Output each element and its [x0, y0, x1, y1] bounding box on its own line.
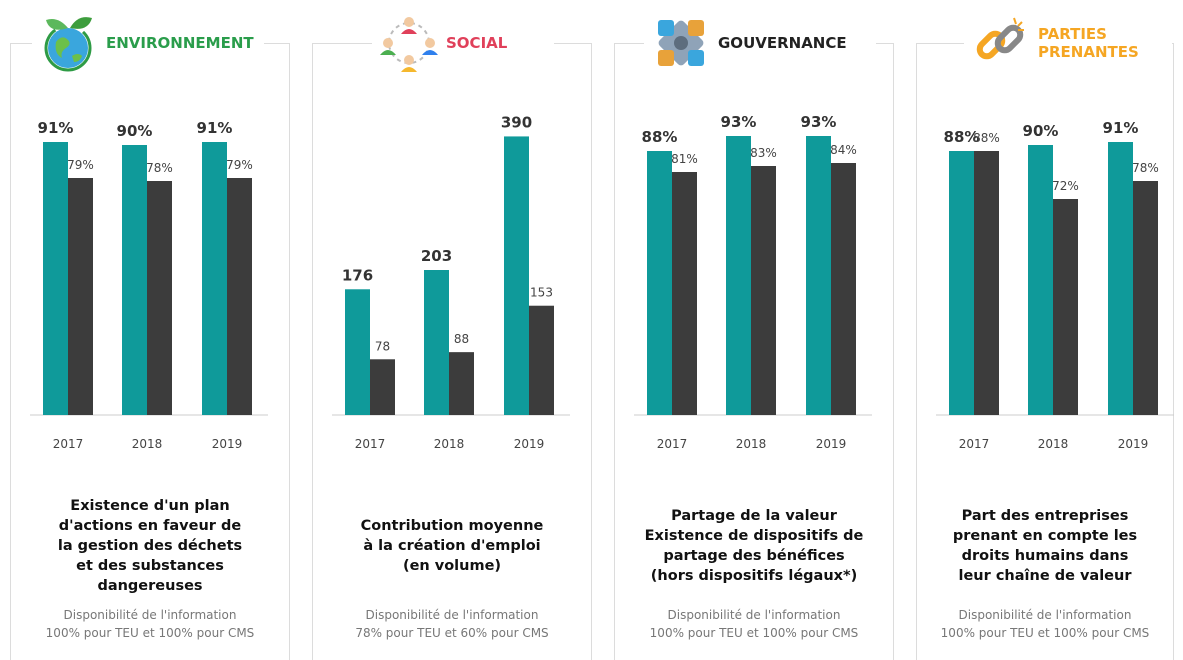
- bar-series-1: [43, 142, 68, 415]
- bar-series-2: [449, 352, 474, 415]
- data-label-series-2: 78%: [146, 161, 173, 175]
- bar-series-1: [806, 136, 831, 415]
- data-label-series-2: 84%: [830, 143, 857, 157]
- data-label-series-2: 88%: [973, 131, 1000, 145]
- panel-description: Partage de la valeur Existence de dispos…: [644, 508, 864, 584]
- data-label-series-1: 88%: [642, 128, 678, 146]
- data-label-series-2: 83%: [750, 146, 777, 160]
- availability-note: Disponibilité de l'information 100% pour…: [916, 606, 1174, 642]
- bar-series-1: [345, 289, 370, 415]
- bar-series-2: [831, 163, 856, 415]
- bar-series-1: [1108, 142, 1133, 415]
- x-tick-label: 2018: [132, 437, 163, 451]
- x-tick-label: 2019: [212, 437, 243, 451]
- data-label-series-2: 79%: [67, 158, 94, 172]
- availability-title: Disponibilité de l'information: [63, 608, 237, 622]
- availability-detail: 100% pour TEU et 100% pour CMS: [649, 626, 859, 640]
- bar-series-2: [1133, 181, 1158, 415]
- bar-series-2: [529, 305, 554, 415]
- x-tick-label: 2017: [53, 437, 84, 451]
- bar-series-2: [1053, 199, 1078, 415]
- bar-series-2: [672, 172, 697, 415]
- panel-description: Contribution moyenne à la création d'emp…: [360, 518, 544, 574]
- availability-title: Disponibilité de l'information: [958, 608, 1132, 622]
- panel-description: Existence d'un plan d'actions en faveur …: [57, 498, 243, 594]
- data-label-series-1: 91%: [197, 119, 233, 137]
- panel-title: GOUVERNANCE: [718, 34, 847, 52]
- panel-title: PARTIES PRENANTES: [1038, 25, 1139, 61]
- x-tick-label: 2018: [736, 437, 767, 451]
- availability-note: Disponibilité de l'information 100% pour…: [614, 606, 894, 642]
- x-tick-label: 2018: [1038, 437, 1069, 451]
- bar-series-1: [726, 136, 751, 415]
- panel-title: SOCIAL: [446, 34, 508, 52]
- data-label-series-1: 390: [501, 113, 532, 131]
- bar-series-2: [147, 181, 172, 415]
- data-label-series-2: 78%: [1132, 161, 1159, 175]
- availability-detail: 78% pour TEU et 60% pour CMS: [355, 626, 549, 640]
- data-label-series-2: 79%: [226, 158, 253, 172]
- bar-series-2: [68, 178, 93, 415]
- availability-note: Disponibilité de l'information 100% pour…: [10, 606, 290, 642]
- x-tick-label: 2017: [657, 437, 688, 451]
- data-label-series-1: 203: [421, 247, 452, 265]
- data-label-series-2: 72%: [1052, 179, 1079, 193]
- bar-series-1: [202, 142, 227, 415]
- x-tick-label: 2019: [514, 437, 545, 451]
- panel-header: PARTIES PRENANTES: [964, 0, 1172, 86]
- panel-description: Part des entreprises prenant en compte l…: [952, 508, 1138, 584]
- chain-link-icon: [976, 17, 1024, 60]
- x-tick-label: 2019: [1118, 437, 1149, 451]
- panel-header: GOUVERNANCE: [644, 0, 876, 86]
- data-label-series-1: 90%: [1023, 122, 1059, 140]
- bar-series-1: [647, 151, 672, 415]
- panel-environnement: ENVIRONNEMENT 91% 79% 2017 90% 78% 2018 91% 79%…: [10, 0, 290, 660]
- puzzle-pieces-icon: [658, 20, 704, 66]
- availability-note: Disponibilité de l'information 78% pour …: [312, 606, 592, 642]
- data-label-series-2: 81%: [671, 152, 698, 166]
- x-tick-label: 2017: [355, 437, 386, 451]
- availability-title: Disponibilité de l'information: [365, 608, 539, 622]
- bar-series-1: [949, 151, 974, 415]
- availability-detail: 100% pour TEU et 100% pour CMS: [940, 626, 1150, 640]
- bar-series-2: [370, 359, 395, 415]
- data-label-series-2: 78: [375, 339, 390, 353]
- panel-title: ENVIRONNEMENT: [106, 34, 254, 52]
- panel-social: SOCIAL 176 78 2017 203 88 2018 390 153 2019 Cont…: [312, 0, 592, 660]
- data-label-series-1: 93%: [801, 113, 837, 131]
- earth-leaves-icon: [44, 17, 92, 72]
- data-label-series-1: 90%: [117, 122, 153, 140]
- panel-header: SOCIAL: [372, 0, 554, 86]
- x-tick-label: 2018: [434, 437, 465, 451]
- people-network-icon: [380, 17, 438, 72]
- data-label-series-1: 91%: [38, 119, 74, 137]
- bar-chart: 176 78 2017 203 88 2018 390 153 2019: [332, 113, 570, 451]
- data-label-series-2: 153: [530, 286, 553, 300]
- data-label-series-1: 176: [342, 266, 373, 284]
- bar-series-1: [1028, 145, 1053, 415]
- panel-header: ENVIRONNEMENT: [32, 0, 264, 86]
- data-label-series-1: 93%: [721, 113, 757, 131]
- bar-series-1: [424, 270, 449, 415]
- bar-series-1: [122, 145, 147, 415]
- bar-chart: 88%88% 2017 90% 72% 2018 91% 78% 2019: [936, 119, 1174, 451]
- panel-gouvernance: GOUVERNANCE 88% 81% 2017 93% 83% 2018 93% 84% 20…: [614, 0, 894, 660]
- availability-title: Disponibilité de l'information: [667, 608, 841, 622]
- bar-series-2: [974, 151, 999, 415]
- data-label-series-1: 91%: [1103, 119, 1139, 137]
- bar-series-2: [227, 178, 252, 415]
- x-tick-label: 2017: [959, 437, 990, 451]
- availability-detail: 100% pour TEU et 100% pour CMS: [45, 626, 255, 640]
- bar-series-2: [751, 166, 776, 415]
- bar-chart: 91% 79% 2017 90% 78% 2018 91% 79% 2019: [30, 119, 268, 451]
- panel-parties-prenantes: PARTIES PRENANTES 88% 88% 2017 90% 72% 2018 91…: [916, 0, 1174, 660]
- bar-chart: 88% 81% 2017 93% 83% 2018 93% 84% 2019: [634, 113, 872, 451]
- data-label-series-1: 88%: [944, 128, 980, 146]
- x-tick-label: 2019: [816, 437, 847, 451]
- data-label-series-2: 88: [454, 332, 469, 346]
- bar-series-1: [504, 136, 529, 415]
